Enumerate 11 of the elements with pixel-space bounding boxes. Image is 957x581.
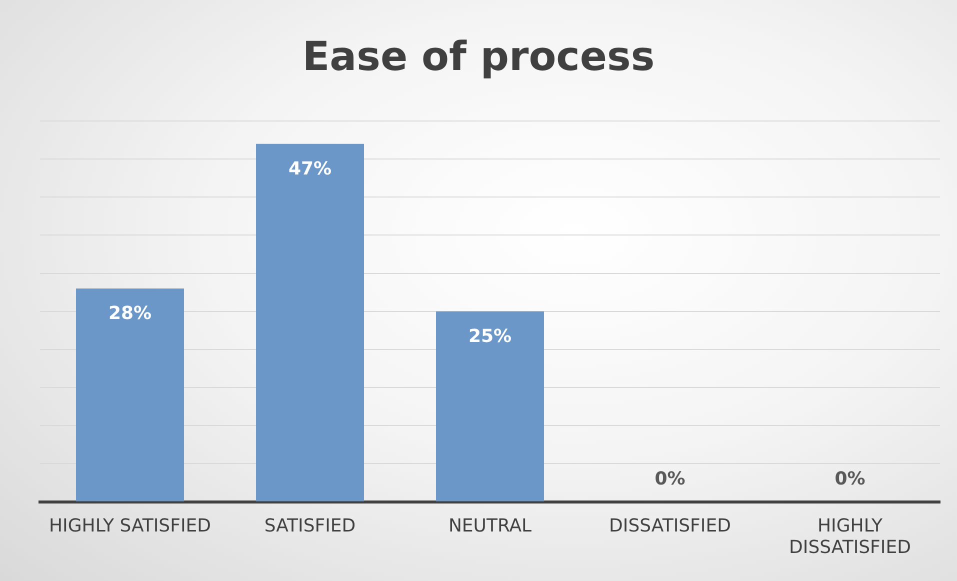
x-tick-label: HIGHLY DISSATISFIED <box>789 515 911 558</box>
data-label: 47% <box>288 158 332 180</box>
chart-title: Ease of process <box>301 34 656 80</box>
data-label: 0% <box>834 468 866 490</box>
data-label: 25% <box>468 326 512 348</box>
data-label: 28% <box>108 303 152 324</box>
x-tick-label: SATISFIED <box>264 515 356 536</box>
x-tick-label: HIGHLY SATISFIED <box>49 515 211 536</box>
x-tick-label: DISSATISFIED <box>609 515 731 536</box>
data-label: 0% <box>654 468 686 490</box>
x-tick-label: NEUTRAL <box>448 515 532 536</box>
